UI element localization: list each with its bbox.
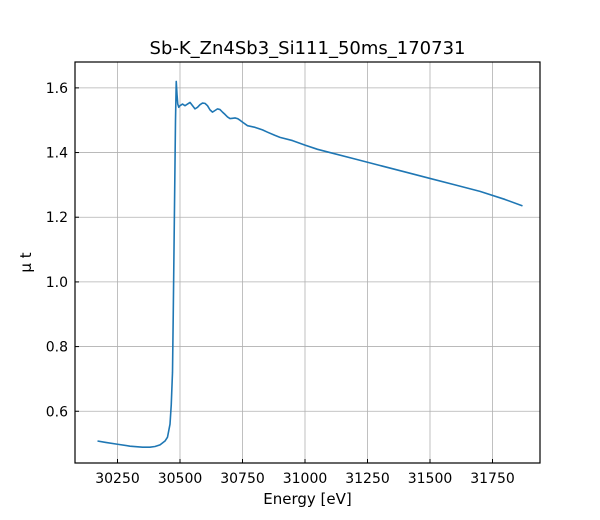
plot-area [75, 62, 540, 463]
ticks: 30250 30500 30750 31000 31250 31500 31750 0.6 0.… [46, 81, 515, 487]
x-tick-label: 31750 [470, 471, 515, 487]
y-tick-label: 0.8 [46, 340, 68, 356]
x-tick-label: 31250 [345, 471, 390, 487]
chart-title: Sb-K_Zn4Sb3_Si111_50ms_170731 [150, 38, 466, 59]
y-tick-label: 0.6 [46, 404, 68, 420]
series-line [97, 80, 523, 448]
x-axis-label: Energy [eV] [263, 490, 351, 508]
grid [75, 62, 540, 463]
x-tick-label: 30750 [220, 471, 265, 487]
x-tick-label: 30500 [158, 471, 203, 487]
x-tick-label: 31500 [408, 471, 453, 487]
y-tick-label: 1.2 [46, 210, 68, 226]
y-tick-label: 1.0 [46, 275, 68, 291]
y-tick-label: 1.6 [46, 81, 68, 97]
x-tick-label: 31000 [283, 471, 328, 487]
x-tick-label: 30250 [95, 471, 140, 487]
y-axis-label: μ t [17, 252, 35, 272]
plot-frame [74, 61, 541, 464]
y-tick-label: 1.4 [46, 146, 68, 162]
series-layer [97, 80, 523, 448]
